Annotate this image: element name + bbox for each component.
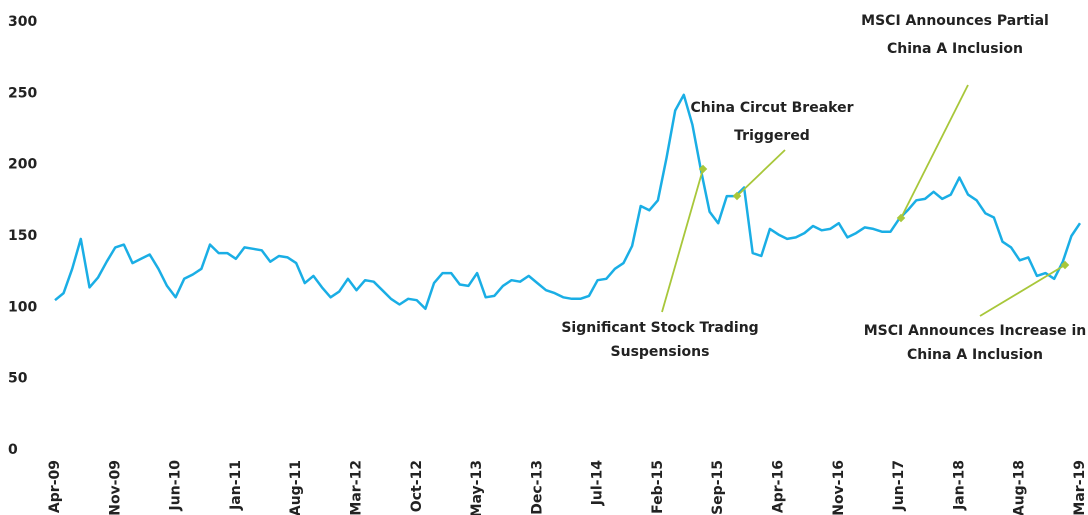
annotation-text: China A Inclusion (887, 41, 1023, 57)
x-tick-label: Jan-18 (951, 460, 967, 511)
x-tick-label: Oct-12 (409, 460, 425, 512)
x-tick-label: Aug-11 (288, 460, 304, 515)
annotation-text: Suspensions (611, 344, 710, 360)
annotation-connector (900, 84, 969, 219)
x-tick-label: Jun-10 (168, 460, 184, 512)
x-tick-label: Dec-13 (529, 460, 545, 515)
annotation-text: Significant Stock Trading (561, 320, 758, 336)
x-tick-label: Apr-16 (771, 460, 787, 513)
y-tick-label: 250 (8, 85, 37, 101)
annotation-text: China A Inclusion (907, 347, 1043, 363)
x-tick-label: Mar-19 (1072, 460, 1088, 515)
data-line (54, 93, 1082, 311)
x-tick-label: Nov-09 (107, 460, 123, 515)
x-tick-label: Jan-11 (228, 460, 244, 511)
x-tick-label: Jun-17 (891, 460, 907, 511)
x-tick-label: Feb-15 (650, 460, 666, 514)
x-tick-label: Mar-12 (348, 460, 364, 515)
y-tick-label: 200 (8, 157, 37, 173)
y-tick-label: 50 (8, 371, 28, 387)
y-tick-label: 150 (8, 228, 37, 244)
annotation-text: China Circut Breaker (691, 100, 854, 116)
x-tick-label: Nov-16 (831, 460, 847, 515)
annotation-text: MSCI Announces Increase in (864, 323, 1086, 339)
annotation-connector (661, 168, 704, 313)
annotation-marker (1060, 260, 1070, 270)
x-tick-label: Jul-14 (590, 460, 606, 507)
y-tick-label: 0 (8, 442, 18, 458)
x-tick-label: Aug-18 (1012, 460, 1028, 515)
annotation-connector (979, 264, 1066, 317)
x-tick-label: Apr-09 (47, 460, 63, 513)
y-tick-label: 100 (8, 299, 37, 315)
annotation-text: Triggered (734, 128, 810, 144)
y-tick-label: 300 (8, 14, 37, 30)
x-tick-label: Sep-15 (710, 460, 726, 515)
annotation-text: MSCI Announces Partial (861, 13, 1049, 29)
annotation-connector (736, 149, 786, 197)
x-tick-label: May-13 (469, 460, 485, 515)
